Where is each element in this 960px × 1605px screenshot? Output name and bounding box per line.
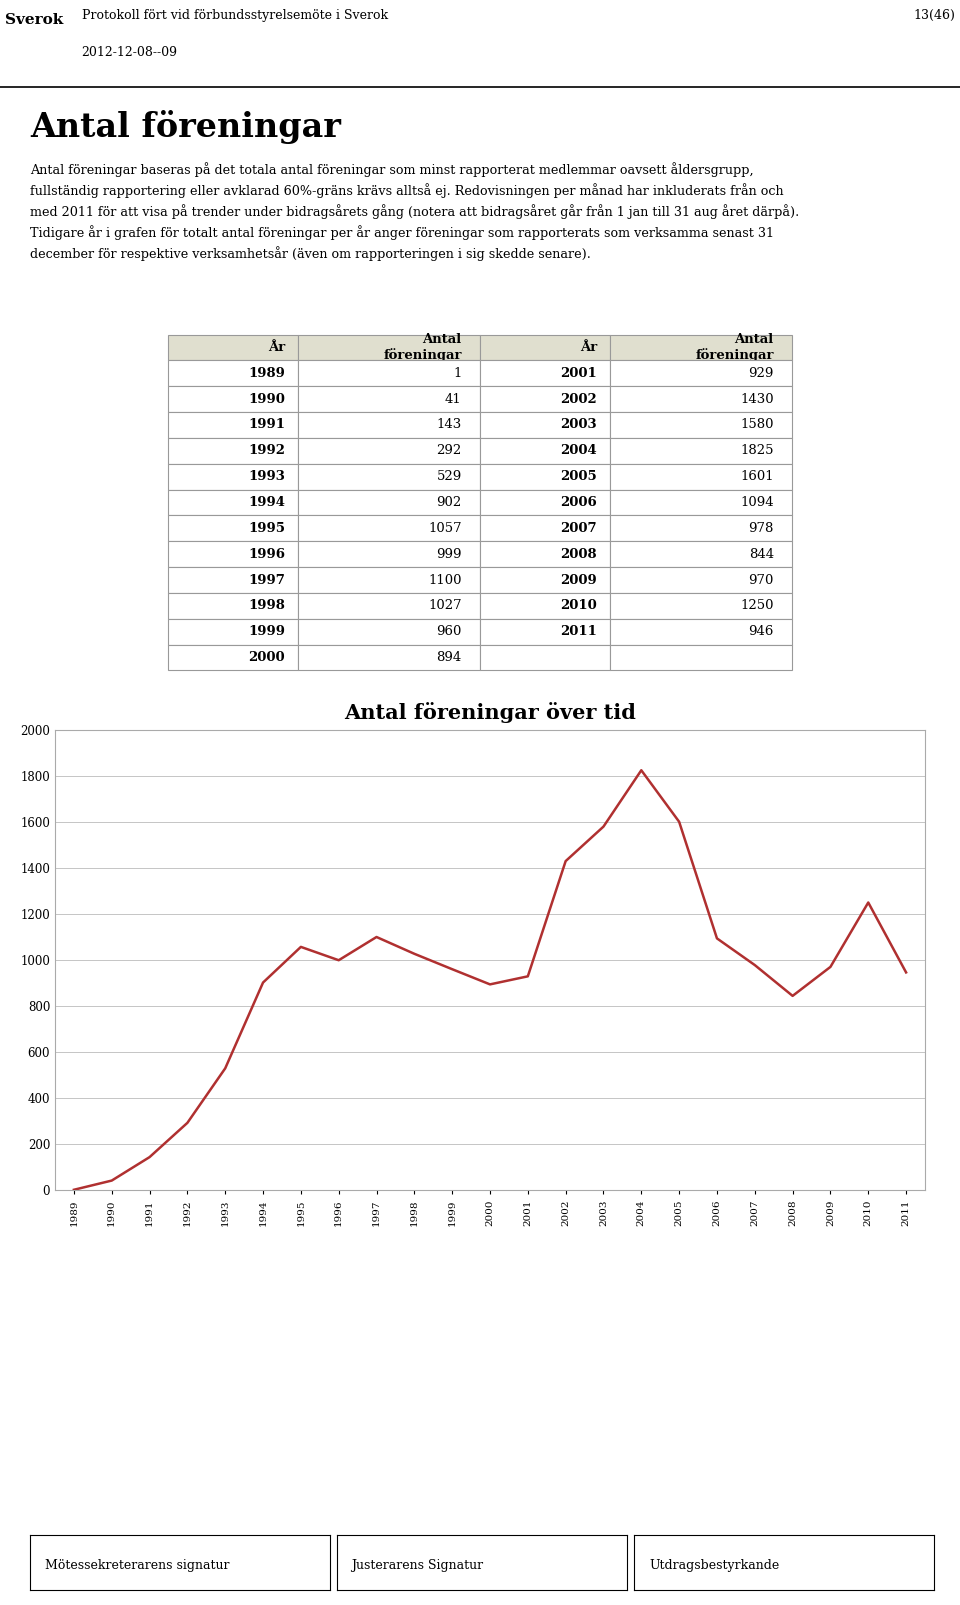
Text: med 2011 för att visa på trender under bidragsårets gång (notera att bidragsåret: med 2011 för att visa på trender under b… — [30, 204, 800, 218]
Text: 2012-12-08--09: 2012-12-08--09 — [82, 47, 178, 59]
Text: 13(46): 13(46) — [913, 8, 955, 22]
Title: Antal föreningar över tid: Antal föreningar över tid — [344, 701, 636, 722]
Text: Justerarens Signatur: Justerarens Signatur — [351, 1558, 484, 1571]
Text: fullständig rapportering eller avklarad 60%-gräns krävs alltså ej. Redovisningen: fullständig rapportering eller avklarad … — [30, 183, 783, 197]
Text: Sverok: Sverok — [5, 13, 63, 27]
Text: Antal föreningar: Antal föreningar — [30, 111, 341, 144]
Text: december för respektive verksamhetsår (även om rapporteringen i sig skedde senar: december för respektive verksamhetsår (ä… — [30, 246, 590, 260]
Text: Antal föreningar baseras på det totala antal föreningar som minst rapporterat me: Antal föreningar baseras på det totala a… — [30, 162, 754, 177]
Text: Protokoll fört vid förbundsstyrelsemöte i Sverok: Protokoll fört vid förbundsstyrelsemöte … — [82, 8, 388, 22]
Text: Tidigare år i grafen för totalt antal föreningar per år anger föreningar som rap: Tidigare år i grafen för totalt antal fö… — [30, 225, 774, 239]
Text: Utdragsbestyrkande: Utdragsbestyrkande — [649, 1558, 780, 1571]
Text: Mötessekreterarens signatur: Mötessekreterarens signatur — [45, 1558, 229, 1571]
